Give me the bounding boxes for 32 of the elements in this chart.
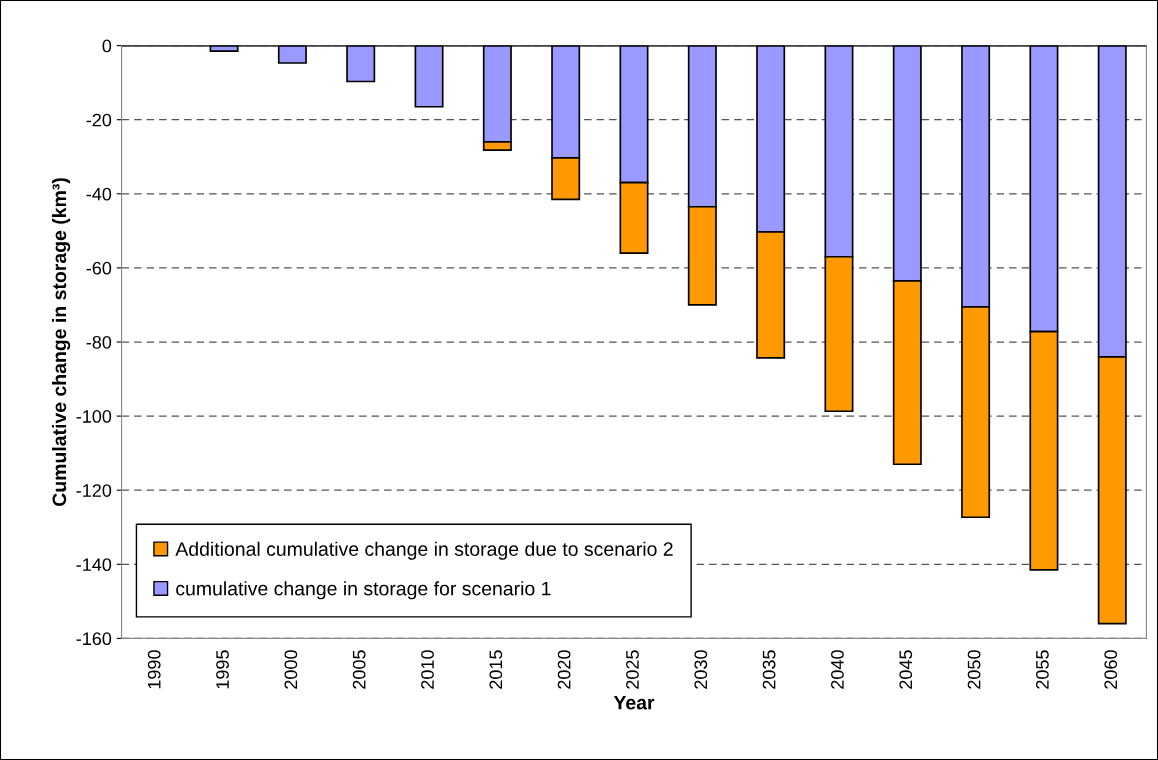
y-tick-label: -40 (86, 187, 112, 201)
x-tick-label: 2005 (352, 650, 366, 689)
y-tick-label: -140 (76, 558, 112, 572)
y-tick-label: -80 (86, 335, 112, 349)
y-axis-title: Cumulative change in storage (km³) (51, 178, 71, 506)
x-tick-label: 2010 (421, 650, 434, 689)
x-tick-label: 2015 (489, 650, 503, 689)
x-tick-label: 2060 (1104, 650, 1118, 689)
x-tick-label: 2030 (694, 650, 708, 689)
y-tick-label: -60 (86, 261, 112, 275)
x-tick-label: 2035 (762, 650, 776, 689)
x-tick-label: 2040 (831, 650, 844, 689)
bar (209, 45, 239, 52)
x-tick-label: 2020 (557, 650, 571, 689)
x-tick-label: 2025 (626, 650, 639, 689)
x-tick-label: 2000 (284, 650, 298, 689)
legend-label: cumulative change in storage for scenario 1 (176, 581, 551, 600)
y-tick-label: -160 (76, 632, 112, 646)
x-tick-label: 2055 (1036, 650, 1049, 689)
x-tick-label: 2050 (967, 650, 981, 689)
x-tick-label: 2045 (899, 650, 913, 689)
y-tick-label: -120 (76, 484, 112, 497)
y-tick-label: -100 (76, 410, 112, 423)
bar (277, 45, 307, 64)
y-tick-label: 0 (102, 39, 112, 53)
y-tick-label: -20 (86, 113, 112, 127)
x-tick-label: 1995 (216, 650, 229, 689)
legend-label: Additional cumulative change in storage due to scenario 2 (175, 541, 673, 560)
bar (414, 45, 444, 108)
x-tick-label: 1990 (147, 650, 161, 689)
bar (346, 45, 376, 83)
x-axis-title: Year (613, 695, 655, 710)
